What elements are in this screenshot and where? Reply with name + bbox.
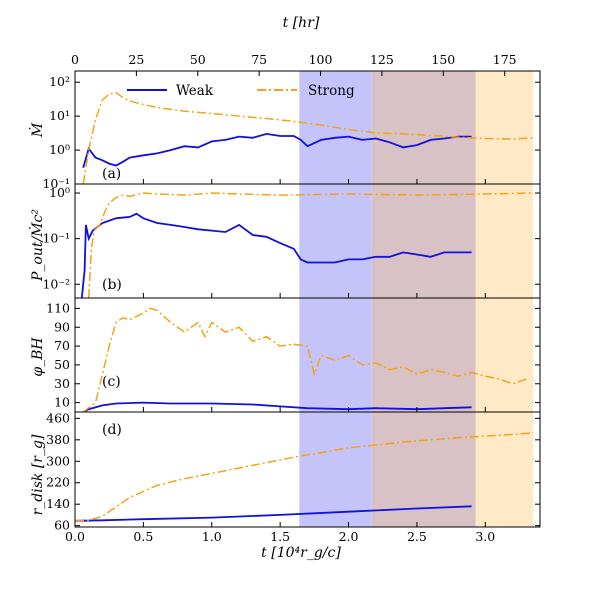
series-weak-panel-a bbox=[82, 132, 472, 169]
y-tick-label-d: 300 bbox=[46, 453, 70, 468]
series-strong-panel-c bbox=[82, 307, 527, 413]
series-strong-panel-d bbox=[74, 432, 534, 522]
legend: Weak Strong bbox=[127, 83, 355, 99]
y-tick-label-c: 70 bbox=[54, 338, 70, 353]
panel-frame-d bbox=[74, 411, 541, 528]
y-tick-label-c: 30 bbox=[54, 376, 70, 391]
x-tick-label: 2.0 bbox=[339, 529, 359, 544]
y-tick-label-d: 140 bbox=[46, 496, 70, 511]
panel-tag-d: (d) bbox=[102, 422, 122, 438]
shaded-band-2 bbox=[371, 71, 476, 527]
top-tick-label: 100 bbox=[309, 52, 333, 67]
y-tick-label-a: 10⁰ bbox=[49, 142, 70, 157]
y-tick-label-b: 10⁻² bbox=[42, 276, 70, 291]
y-tick-label-d: 220 bbox=[46, 475, 70, 490]
series-weak-panel-d bbox=[74, 505, 472, 522]
series-weak-panel-c bbox=[82, 401, 472, 413]
top-tick-label: 150 bbox=[431, 52, 455, 67]
x-tick-label: 3.0 bbox=[475, 529, 495, 544]
series-layer bbox=[74, 91, 534, 522]
shaded-bands bbox=[299, 71, 534, 527]
top-tick-label: 25 bbox=[128, 52, 144, 67]
panel-tag-a: (a) bbox=[102, 166, 121, 182]
x-tick-label: 1.0 bbox=[202, 529, 222, 544]
y-tick-label-d: 380 bbox=[46, 432, 70, 447]
y-tick-label-a: 10⁻¹ bbox=[42, 176, 70, 191]
y-tick-label-c: 10 bbox=[54, 395, 70, 410]
y-tick-label-b: 10⁻¹ bbox=[42, 231, 70, 246]
y-label-panel-c: φ_BH bbox=[30, 337, 46, 377]
y-tick-label-c: 90 bbox=[54, 319, 70, 334]
y-label-panel-d: r_disk [r_g] bbox=[30, 434, 46, 515]
shaded-band-1 bbox=[299, 71, 372, 527]
x-tick-label: 1.5 bbox=[270, 529, 290, 544]
panel-tag-b: (b) bbox=[102, 277, 122, 293]
axes-frames bbox=[74, 70, 541, 528]
shaded-band-3 bbox=[475, 71, 534, 527]
panel-tag-c: (c) bbox=[102, 374, 121, 390]
x-tick-label: 0.5 bbox=[133, 529, 153, 544]
series-strong-panel-a bbox=[82, 91, 534, 185]
ticks-layer: 10⁻¹10⁰10¹10²10⁻²10⁻¹10⁰1030507090110601… bbox=[42, 52, 540, 544]
y-tick-label-a: 10² bbox=[49, 74, 70, 89]
legend-strong-label: Strong bbox=[308, 83, 355, 99]
series-weak-panel-b bbox=[80, 212, 472, 299]
y-tick-label-d: 60 bbox=[54, 518, 70, 533]
y-label-panel-b: P_out/Ṁc² bbox=[28, 209, 46, 282]
top-tick-label: 175 bbox=[493, 52, 517, 67]
series-strong-panel-b bbox=[87, 192, 534, 299]
y-tick-label-d: 460 bbox=[46, 410, 70, 425]
top-axis-label: t [hr] bbox=[283, 15, 320, 31]
y-tick-label-a: 10¹ bbox=[49, 108, 70, 123]
x-axis-label: t [10⁴r_g/c] bbox=[261, 545, 341, 561]
x-tick-label: 2.5 bbox=[407, 529, 427, 544]
y-tick-label-b: 10⁰ bbox=[49, 185, 70, 200]
y-tick-label-c: 110 bbox=[46, 300, 70, 315]
top-tick-label: 0 bbox=[71, 52, 79, 67]
top-tick-label: 50 bbox=[190, 52, 206, 67]
top-tick-label: 75 bbox=[251, 52, 267, 67]
y-label-panel-a: Ṁ bbox=[28, 122, 46, 138]
x-tick-label: 0.0 bbox=[65, 529, 85, 544]
top-tick-label: 125 bbox=[370, 52, 394, 67]
y-tick-label-c: 50 bbox=[54, 357, 70, 372]
legend-weak-label: Weak bbox=[176, 83, 214, 99]
